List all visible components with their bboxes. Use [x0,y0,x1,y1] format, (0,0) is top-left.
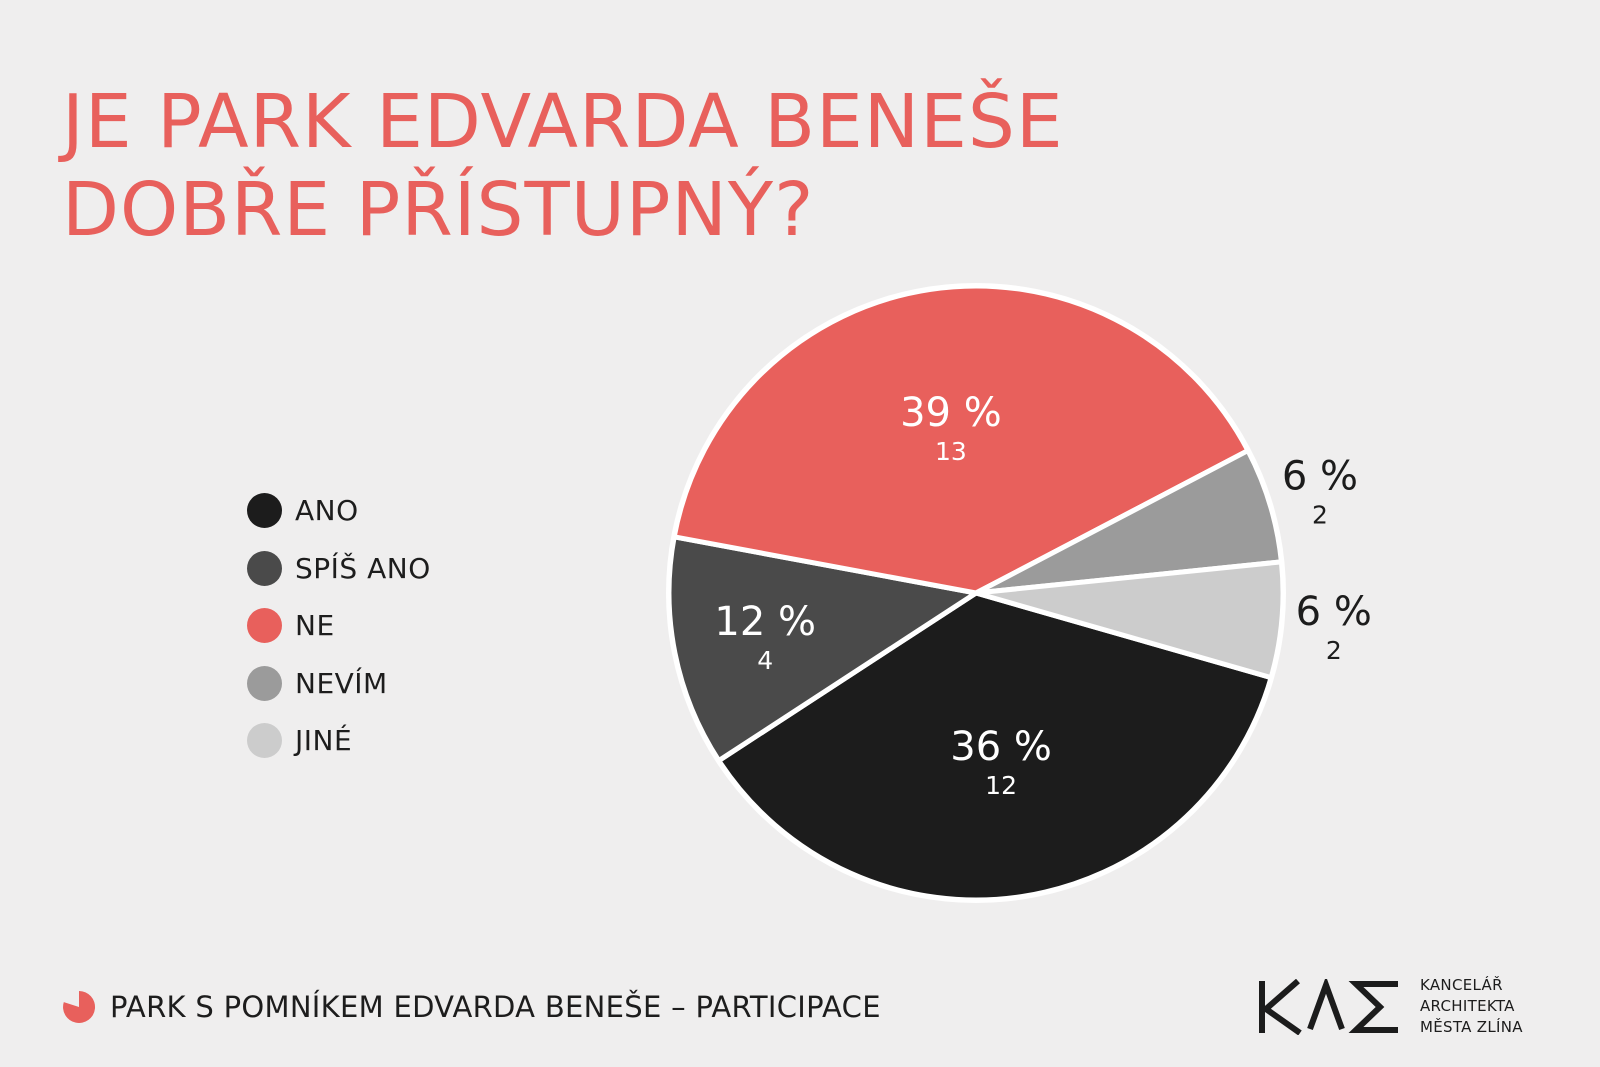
legend-dot-ano [247,493,282,529]
pie-slice-jine [973,559,1286,681]
slice-count-label-ano: 12 [985,771,1017,800]
slice-percent-label-spis-ano: 12 % [714,599,816,645]
logo-text: KANCELÁŘ ARCHITEKTA MĚSTA ZLÍNA [1420,975,1523,1038]
pie-slice-spis-ano [666,534,979,764]
slice-count-label-jine: 2 [1326,636,1342,665]
slice-count-label-nevim: 2 [1312,501,1328,530]
slice-percent-label-ano: 36 % [950,724,1052,770]
slice-percent-label-ne: 39 % [900,390,1002,436]
page-title: JE PARK EDVARDA BENEŠE DOBŘE PŘÍSTUPNÝ? [62,78,1064,254]
legend-item-spis-ano: SPÍŠ ANO [247,540,431,598]
footer-text: PARK S POMNÍKEM EDVARDA BENEŠE – PARTICI… [110,990,881,1024]
pie-slice-ano [716,590,1274,903]
slice-percent-label-nevim: 6 % [1282,454,1358,500]
legend-label-jine: JINÉ [295,724,353,758]
logo-text-line-2: ARCHITEKTA [1420,997,1515,1015]
legend-label-nevim: NEVÍM [295,666,388,700]
title-line-2: DOBŘE PŘÍSTUPNÝ? [62,167,815,253]
legend-dot-ne [247,608,282,644]
legend-label-ano: ANO [295,494,359,528]
logo-text-line-3: MĚSTA ZLÍNA [1420,1018,1523,1036]
legend-label-ne: NE [295,609,335,643]
footer: PARK S POMNÍKEM EDVARDA BENEŠE – PARTICI… [62,990,881,1024]
logo: KANCELÁŘ ARCHITEKTA MĚSTA ZLÍNA [1258,975,1523,1038]
title-line-1: JE PARK EDVARDA BENEŠE [62,79,1064,165]
kam-logo-mark [1259,978,1398,1035]
legend-dot-nevim [247,665,282,701]
legend-item-jine: JINÉ [247,712,431,770]
chart-legend: ANO SPÍŠ ANO NE NEVÍM JINÉ [247,482,431,770]
legend-item-ne: NE [247,597,431,655]
pie-icon [63,991,96,1023]
legend-label-spis-ano: SPÍŠ ANO [295,551,431,585]
legend-item-nevim: NEVÍM [247,655,431,713]
legend-item-ano: ANO [247,482,431,540]
pie-slice-ne [671,283,1251,596]
slice-count-label-spis-ano: 4 [757,646,773,675]
logo-text-line-1: KANCELÁŘ [1420,976,1503,994]
slice-percent-label-jine: 6 % [1296,589,1372,635]
legend-dot-spis-ano [247,550,282,586]
legend-dot-jine [247,723,282,759]
slice-count-label-ne: 13 [935,437,967,466]
